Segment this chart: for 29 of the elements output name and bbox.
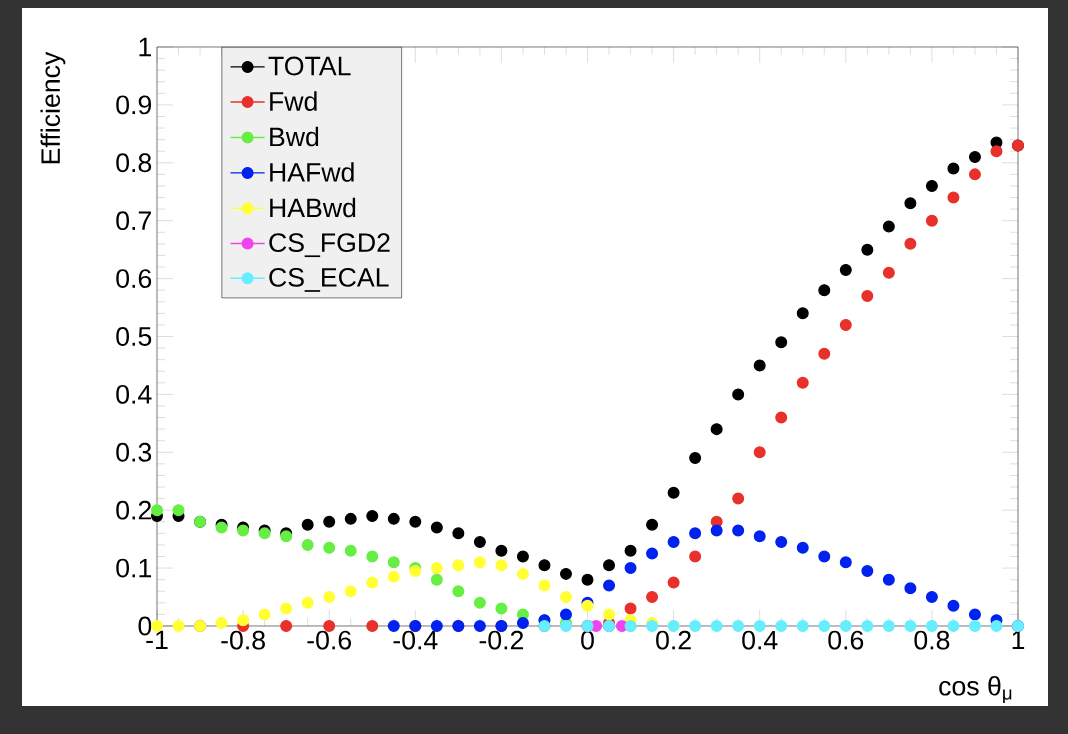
y-tick-label: 0.3 bbox=[116, 442, 152, 462]
y-tick-label: 0.4 bbox=[116, 384, 152, 404]
y-tick-label: 0.9 bbox=[116, 95, 152, 115]
x-tick-label: 0.6 bbox=[828, 630, 864, 650]
y-axis-title: Efficiency bbox=[40, 51, 66, 164]
y-tick-label: 0.2 bbox=[116, 500, 151, 520]
legend-label: TOTAL bbox=[268, 56, 351, 76]
legend-label: HABwd bbox=[270, 197, 356, 218]
x-tick-label: -0.8 bbox=[221, 630, 265, 650]
x-tick-label: 0.8 bbox=[914, 630, 950, 650]
x-tick-label: -0.4 bbox=[393, 630, 438, 650]
x-tick-label: 0.2 bbox=[656, 630, 691, 650]
y-tick-label: 0.1 bbox=[116, 558, 151, 578]
legend-label: HAFwd bbox=[270, 162, 354, 182]
y-tick-label: 0.6 bbox=[116, 269, 152, 289]
legend-label: Fwd bbox=[270, 91, 317, 111]
y-tick-label: 0.5 bbox=[116, 327, 152, 346]
x-axis-title: cos θ$_{μ}$ bbox=[939, 676, 1012, 704]
y-tick-label: 0.8 bbox=[116, 153, 152, 173]
x-tick-label: -0.2 bbox=[479, 630, 524, 650]
legend-label: CS_FGD2 bbox=[269, 233, 390, 258]
x-tick-label: 0.4 bbox=[742, 630, 778, 650]
x-tick-label: 0 bbox=[581, 630, 594, 650]
y-tick-label: 1 bbox=[139, 37, 151, 57]
x-tick-label: 1 bbox=[1012, 630, 1025, 650]
x-tick-label: -0.6 bbox=[307, 630, 351, 650]
legend-label: CS_ECAL bbox=[269, 267, 389, 292]
legend-label: Bwd bbox=[270, 126, 319, 147]
y-tick-label: 0.7 bbox=[116, 211, 151, 231]
